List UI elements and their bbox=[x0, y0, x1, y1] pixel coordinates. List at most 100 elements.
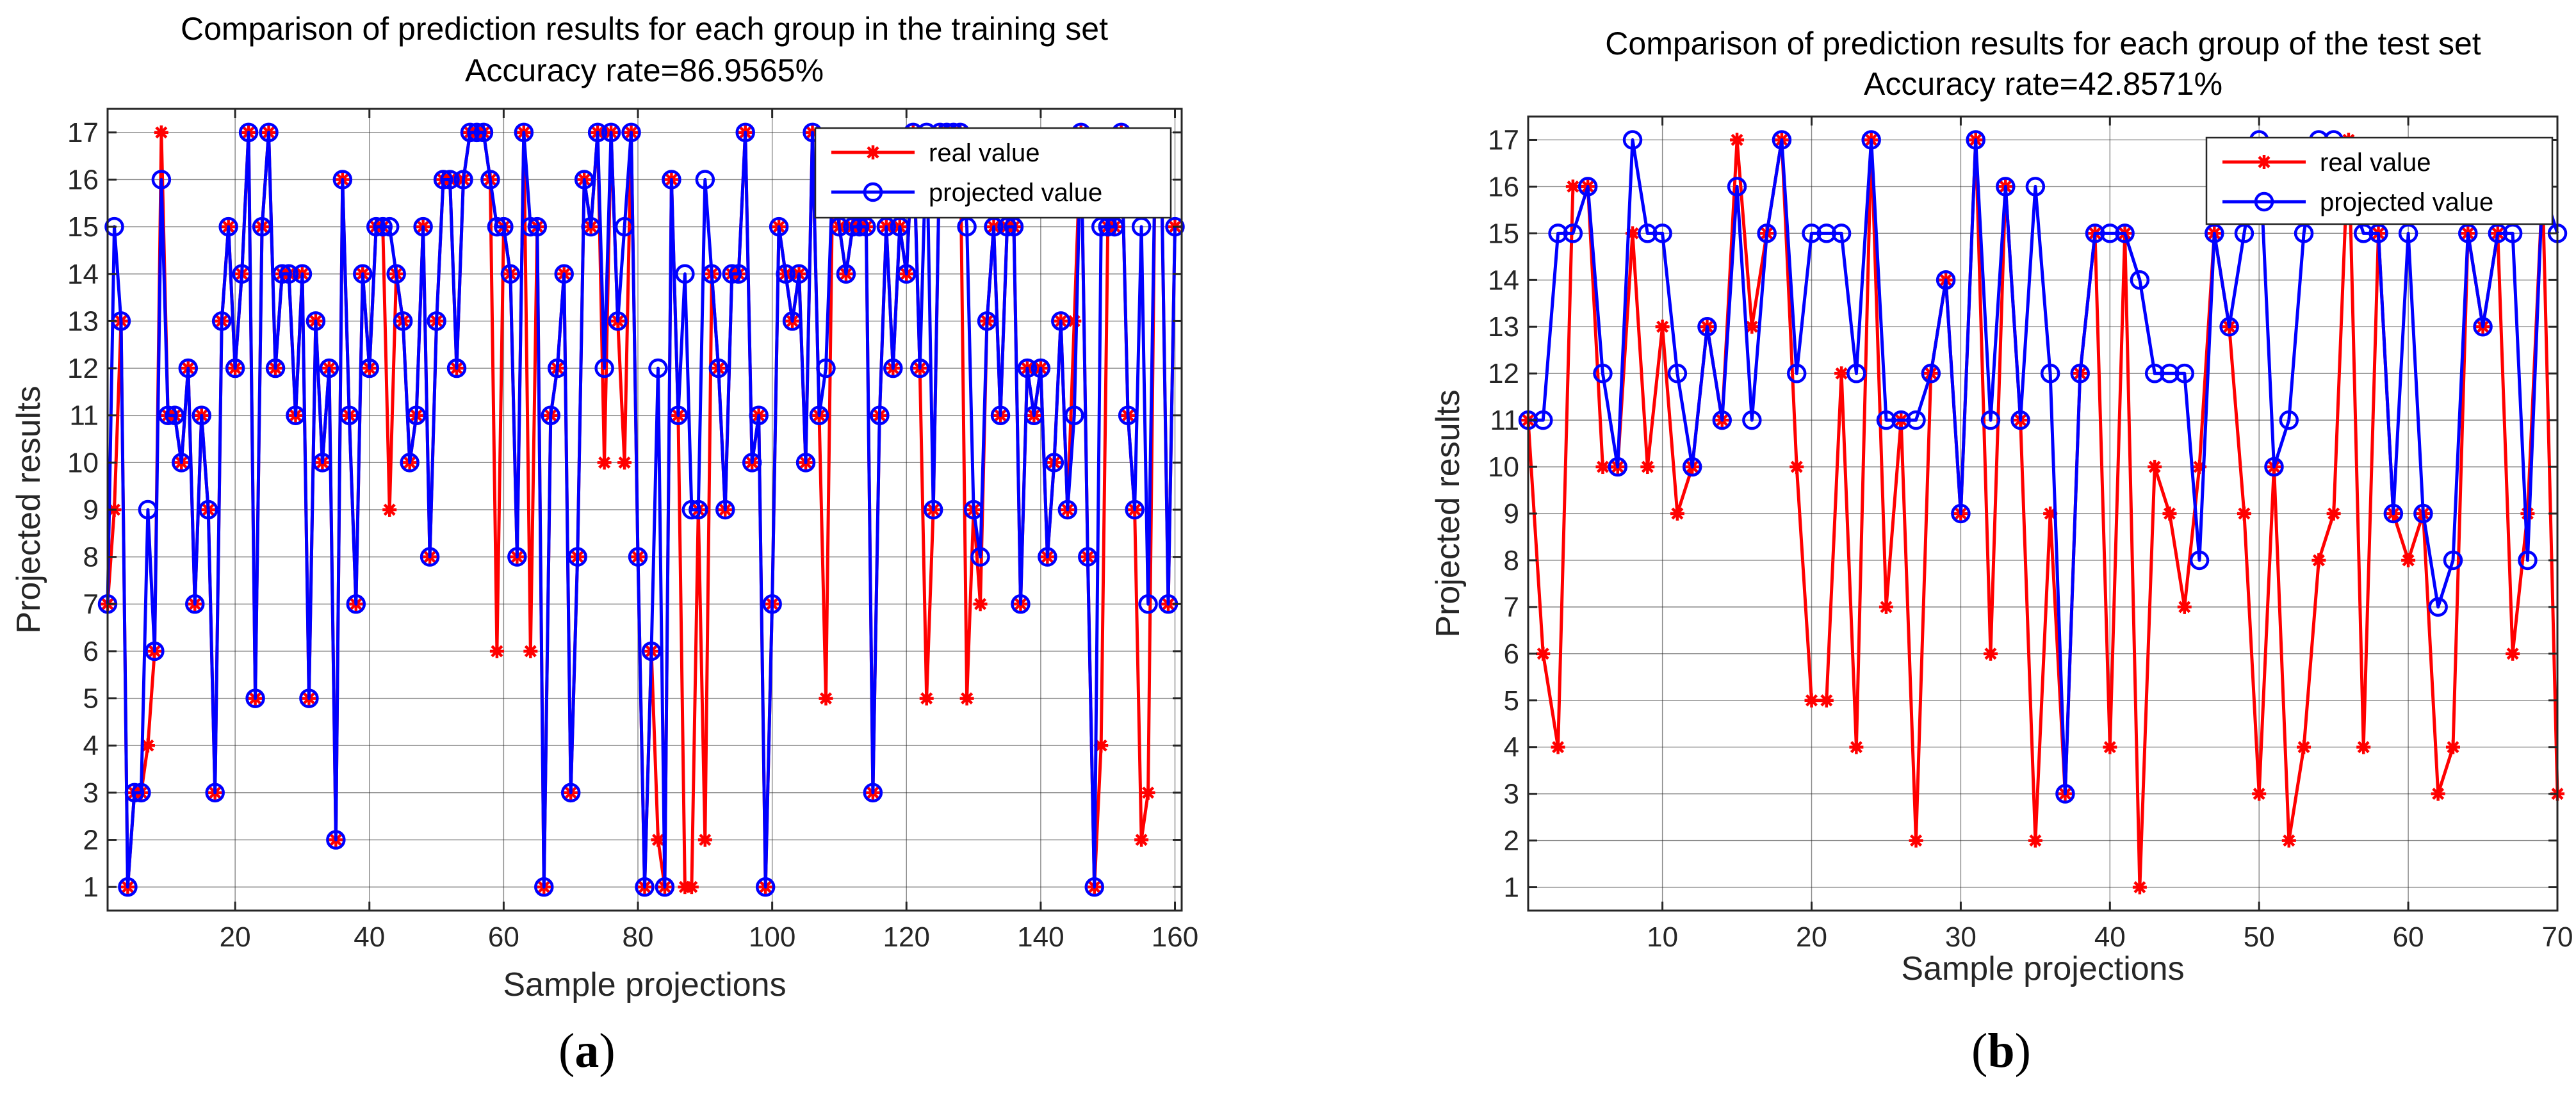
data-point bbox=[2144, 363, 2165, 384]
y-tick-label: 7 bbox=[83, 588, 99, 620]
legend-marker bbox=[2254, 191, 2274, 212]
data-point bbox=[2428, 597, 2448, 617]
data-point bbox=[1951, 503, 1971, 524]
y-tick-label: 5 bbox=[1504, 685, 1519, 717]
data-point bbox=[521, 216, 541, 237]
data-point bbox=[225, 358, 245, 378]
data-point bbox=[2520, 507, 2535, 521]
data-point bbox=[460, 122, 480, 143]
data-point bbox=[473, 122, 494, 143]
legend: real value projected value bbox=[814, 127, 1172, 219]
x-tick-label: 100 bbox=[749, 921, 795, 953]
data-point bbox=[406, 405, 427, 425]
data-point bbox=[648, 358, 668, 378]
data-point bbox=[1038, 547, 1057, 567]
data-point bbox=[608, 311, 628, 331]
y-tick-label: 12 bbox=[1488, 358, 1519, 389]
data-point bbox=[1966, 130, 1985, 150]
data-point bbox=[346, 594, 366, 614]
data-point bbox=[172, 453, 192, 473]
data-point bbox=[118, 877, 138, 897]
y-tick-label: 16 bbox=[1488, 171, 1519, 202]
data-point bbox=[735, 122, 755, 143]
data-point bbox=[959, 691, 974, 706]
data-point bbox=[178, 358, 199, 378]
data-point bbox=[413, 216, 433, 237]
data-point bbox=[238, 122, 259, 143]
data-point bbox=[1551, 740, 1565, 754]
legend-item-projected-value: projected value bbox=[831, 179, 1102, 207]
data-point bbox=[1084, 877, 1104, 897]
y-tick-label: 14 bbox=[1488, 264, 1519, 296]
legend-label: projected value bbox=[2320, 188, 2493, 216]
data-point bbox=[272, 264, 292, 284]
data-point bbox=[1682, 457, 1702, 477]
data-point bbox=[427, 311, 446, 331]
data-point bbox=[1891, 410, 1911, 430]
data-point bbox=[154, 125, 168, 140]
data-point bbox=[769, 216, 789, 237]
data-point bbox=[1879, 599, 1893, 614]
data-point bbox=[1730, 133, 1745, 147]
y-tick-label: 5 bbox=[83, 683, 99, 715]
data-point bbox=[789, 264, 809, 284]
caption-b: (b) bbox=[1971, 1024, 2031, 1078]
data-point bbox=[1017, 358, 1038, 378]
data-point bbox=[2413, 503, 2433, 524]
data-point bbox=[1670, 507, 1684, 521]
data-point bbox=[742, 453, 762, 473]
data-point bbox=[265, 358, 286, 378]
data-point bbox=[1125, 499, 1145, 520]
data-point bbox=[1595, 460, 1610, 474]
data-point bbox=[1819, 693, 1834, 708]
data-point bbox=[514, 122, 534, 143]
data-point bbox=[453, 170, 473, 190]
data-point bbox=[1936, 270, 1956, 290]
data-point bbox=[306, 311, 326, 331]
data-point bbox=[151, 170, 172, 190]
data-point bbox=[722, 264, 742, 284]
y-tick-label: 6 bbox=[83, 636, 99, 667]
y-axis-label: Projected results bbox=[1430, 389, 1467, 637]
data-point bbox=[232, 264, 252, 284]
y-tick-label: 8 bbox=[83, 542, 99, 573]
data-point bbox=[909, 358, 930, 378]
y-tick-label: 16 bbox=[67, 164, 99, 195]
data-point bbox=[2297, 740, 2311, 754]
data-point bbox=[601, 122, 621, 143]
data-point bbox=[205, 783, 225, 803]
x-tick-label: 80 bbox=[623, 921, 654, 953]
data-point bbox=[1548, 223, 1568, 243]
y-tick-label: 1 bbox=[1504, 872, 1519, 904]
data-point bbox=[1652, 223, 1672, 243]
data-point bbox=[728, 264, 749, 284]
data-point bbox=[373, 216, 393, 237]
data-point bbox=[795, 453, 816, 473]
data-point bbox=[2237, 507, 2251, 521]
data-point bbox=[2326, 507, 2341, 521]
data-point bbox=[2353, 223, 2374, 243]
data-point bbox=[863, 783, 883, 803]
data-point bbox=[574, 170, 594, 190]
data-point bbox=[755, 877, 776, 897]
data-point bbox=[527, 216, 548, 237]
data-point bbox=[480, 170, 500, 190]
data-point bbox=[1712, 410, 1732, 430]
y-tick-label: 11 bbox=[69, 400, 99, 432]
data-point bbox=[1846, 363, 1866, 384]
data-point bbox=[1906, 410, 1926, 430]
y-tick-label: 15 bbox=[1488, 218, 1519, 249]
data-point bbox=[2488, 223, 2508, 243]
data-point bbox=[2264, 457, 2284, 477]
data-point bbox=[1876, 410, 1896, 430]
data-point bbox=[1031, 358, 1051, 378]
y-tick-label: 9 bbox=[83, 494, 99, 526]
data-point bbox=[440, 170, 460, 190]
y-tick-label: 10 bbox=[67, 447, 99, 478]
data-point bbox=[1165, 216, 1185, 237]
data-point bbox=[2148, 460, 2162, 474]
data-point bbox=[2443, 550, 2463, 571]
data-point bbox=[198, 499, 218, 520]
data-point bbox=[1608, 457, 1627, 477]
